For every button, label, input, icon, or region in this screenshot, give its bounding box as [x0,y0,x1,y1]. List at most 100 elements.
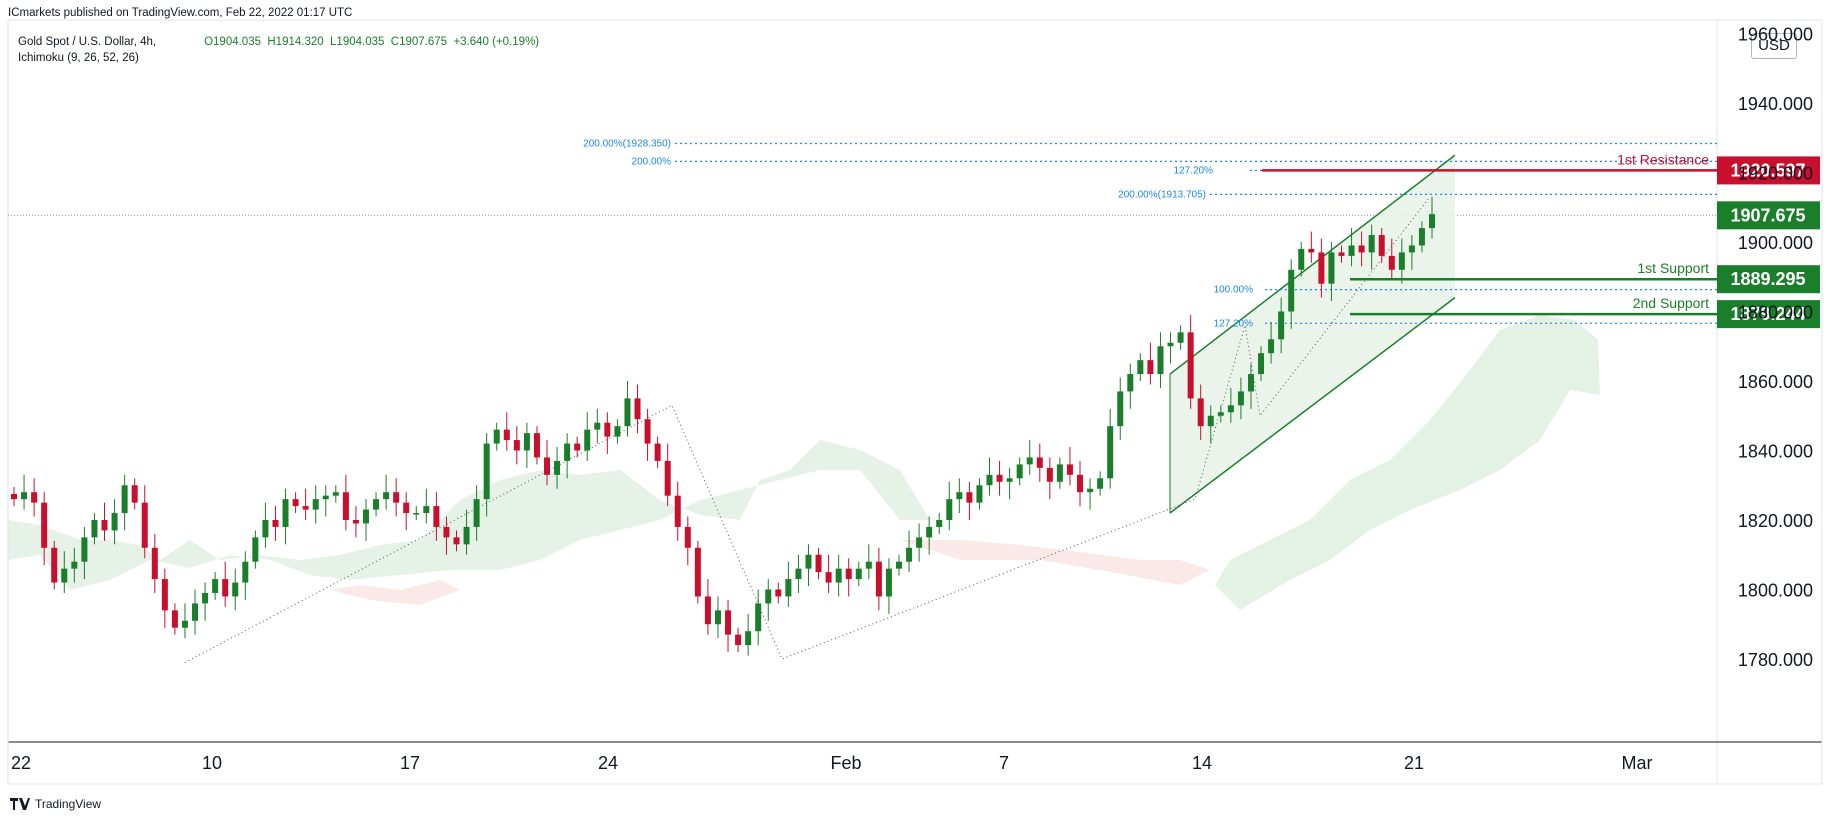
cloud-bull-area-1 [8,440,930,590]
candle-body [966,492,973,503]
candle-body [1197,398,1204,427]
candle-body [352,520,359,524]
candle-body [845,568,852,580]
candle-body [664,460,671,496]
candle-body [423,506,430,514]
candle-body [875,561,882,597]
level-name: 1st Support [1637,260,1709,276]
candle-body [614,426,621,437]
level-name: 2nd Support [1633,295,1709,311]
candles [11,196,1435,656]
price-axis: 1780.000 1800.000 1820.000 1840.000 1860.000… [1738,25,1813,671]
candle-body [101,520,108,531]
candle-body [51,547,58,583]
time-tick-label: Feb [830,753,861,773]
candle-body [222,579,229,597]
candle-body [594,422,601,430]
candle-body [1006,478,1013,482]
level-price-label: 1879.244 [1730,304,1805,324]
cloud-bull-area-2 [1215,315,1600,610]
candle-body [41,502,48,548]
candle-body [1348,245,1355,256]
price-tick-label: 1820.000 [1738,511,1813,531]
candle-body [1026,457,1033,465]
candle-body [483,443,490,500]
candle-body [704,596,711,625]
candle-body [493,429,500,444]
currency-button[interactable]: USD [1751,33,1797,59]
candle-body [604,422,611,437]
price-tick-label: 1840.000 [1738,442,1813,462]
candle-body [584,429,591,451]
fib-level-label: 200.00%(1928.350) [583,138,671,149]
candle-body [815,554,822,573]
publisher-header: ICmarkets published on TradingView.com, … [8,7,353,19]
price-tick-label: 1920.000 [1738,164,1813,184]
time-tick-label: 14 [1192,753,1212,773]
fib-level-label: 100.00% [1214,285,1254,296]
fib-level-label: 200.00%(1913.705) [1118,189,1206,200]
price-tick-label: 1780.000 [1738,650,1813,670]
candle-body [634,398,641,420]
candle-body [11,493,17,500]
candle-body [443,526,450,538]
candle-body [654,443,661,461]
level-price-tag [1717,300,1820,329]
time-tick-label: 10 [202,753,222,773]
candle-body [725,610,732,635]
candle-body [292,499,299,507]
candle-body [523,433,530,451]
channel-upper-line [1169,154,1456,375]
time-tick-label: 22 [11,753,31,773]
candle-body [1288,269,1295,312]
candle-body [202,592,209,604]
candle-body [885,568,892,597]
candle-body [161,579,168,611]
candle-body [1418,228,1425,246]
tradingview-logo-icon [10,798,30,810]
candle-body [242,561,249,583]
candle-body [976,485,983,503]
candle-body [302,506,309,510]
fib-lines: 200.00%(1928.350) 200.00% 127.20% 200.00%(1… [583,138,1717,329]
level-price-label: 1920.597 [1730,160,1805,180]
current-price-tag [1717,201,1820,230]
candle-body [564,443,571,461]
fib-level-label: 127.20% [1214,318,1254,329]
candle-body [624,398,631,427]
candle-body [1268,339,1275,354]
candle-body [745,631,752,646]
candle-body [1408,245,1415,253]
candle-body [1157,346,1164,375]
candle-body [1016,464,1023,479]
indicator-label[interactable]: Ichimoku (9, 26, 52, 26) [18,52,139,64]
candle-body [1308,248,1315,253]
candle-body [252,537,259,562]
candle-body [1147,360,1154,375]
time-tick-label: Mar [1622,753,1653,773]
candle-body [674,495,681,527]
candle-body [151,547,158,580]
candle-body [1127,374,1134,392]
candle-body [503,429,510,441]
level-price-tag [1717,156,1820,185]
candle-body [1398,252,1405,270]
candle-body [1237,391,1244,406]
fib-level-label: 127.20% [1174,165,1214,176]
candle-body [544,457,551,475]
candle-body [272,520,279,527]
level-price-tag [1717,265,1820,294]
symbol-label[interactable]: Gold Spot / U.S. Dollar, 4h, [18,36,157,48]
candle-body [61,568,68,583]
candle-body [936,520,943,527]
price-tick-label: 1860.000 [1738,372,1813,392]
candle-body [684,526,691,548]
candle-body [775,589,782,597]
price-tick-label: 1880.000 [1738,303,1813,323]
candle-body [1388,255,1395,270]
time-tick-label: 24 [598,753,618,773]
tradingview-footer[interactable]: TradingView [10,797,101,811]
candle-body [473,499,480,527]
candle-body [533,433,540,458]
